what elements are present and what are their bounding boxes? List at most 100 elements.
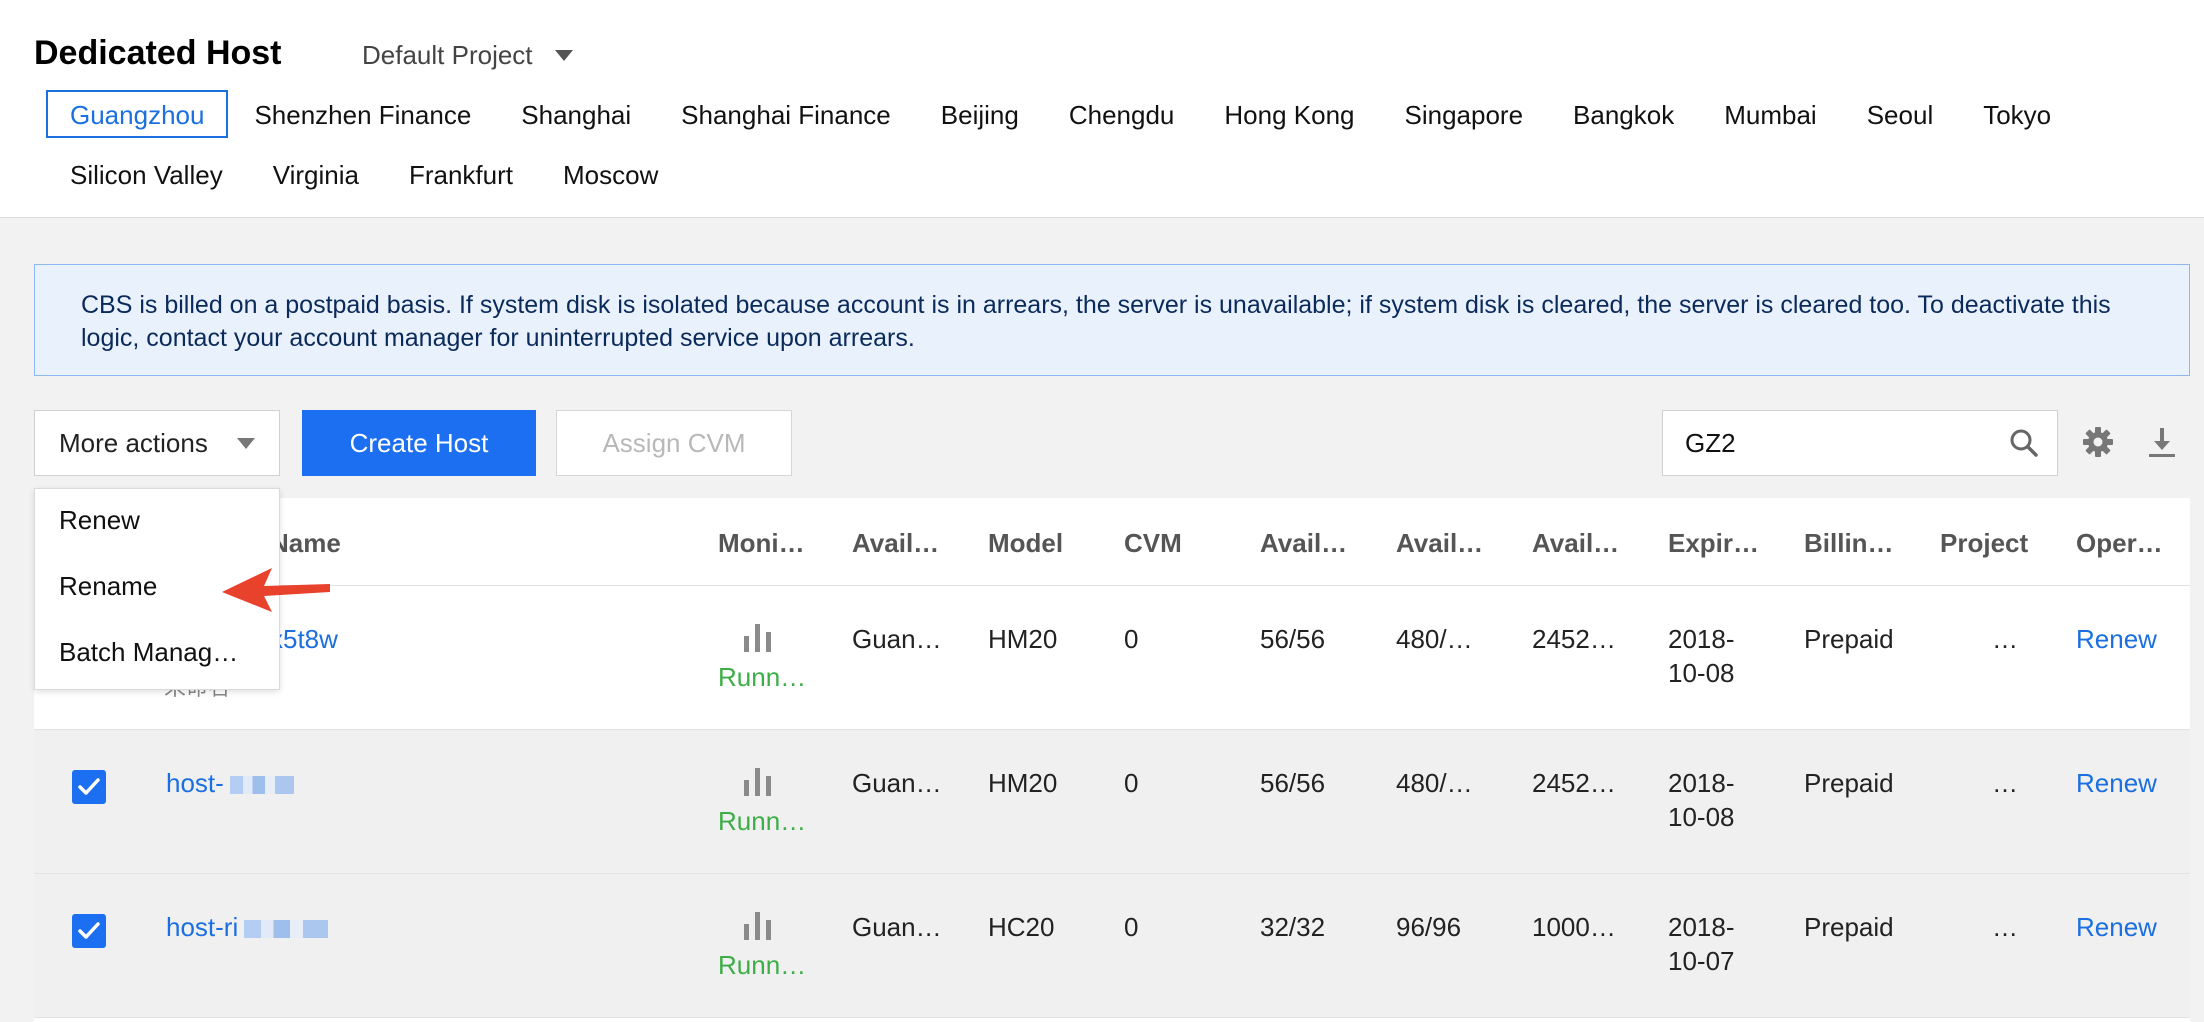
expiry-date-part-1: 2018- <box>1668 912 1735 942</box>
table-row: host-ri Runn… Guan… HC20 0 32/32 96/96 1… <box>34 874 2190 1018</box>
host-name-link[interactable]: host- <box>166 766 294 800</box>
availability-zone-cell: Guan… <box>852 768 942 798</box>
column-header-available-cpu[interactable]: Avail… <box>1260 528 1348 558</box>
menu-item-batch-manage[interactable]: Batch Manag… <box>59 637 239 667</box>
region-tab-chengdu[interactable]: Chengdu <box>1068 100 1175 130</box>
info-banner: CBS is billed on a postpaid basis. If sy… <box>34 264 2190 376</box>
region-tab-seoul[interactable]: Seoul <box>1866 100 1934 130</box>
page-header: Dedicated Host Default Project Guangzhou… <box>0 0 2204 218</box>
project-cell: … <box>1992 768 2018 798</box>
chevron-down-icon <box>554 50 573 61</box>
host-name-text: host-ri <box>166 912 239 942</box>
column-header-billing[interactable]: Billin… <box>1804 528 1894 558</box>
available-memory-cell: 480/… <box>1396 624 1473 654</box>
create-host-button[interactable]: Create Host <box>302 410 536 476</box>
table-header: Name Moni… Avail… Model CVM Avail… Avail… <box>34 498 2190 586</box>
region-tab-frankfurt[interactable]: Frankfurt <box>408 160 513 190</box>
redacted-text <box>244 920 329 939</box>
search-input[interactable]: GZ2 <box>1662 410 2058 476</box>
expiry-date-part-2: 10-08 <box>1668 658 1735 688</box>
table-row: host- Runn… Guan… HM20 0 56/56 480/… 245… <box>34 730 2190 874</box>
region-tab-shanghai[interactable]: Shanghai <box>521 100 632 130</box>
bar-chart-icon[interactable] <box>742 766 774 796</box>
available-cpu-cell: 56/56 <box>1260 624 1326 654</box>
status-badge: Runn… <box>718 806 807 836</box>
region-tab-moscow[interactable]: Moscow <box>562 160 659 190</box>
host-name-link[interactable]: host-ri <box>166 910 329 944</box>
download-icon[interactable] <box>2144 424 2180 460</box>
expiry-cell: 2018- 10-08 <box>1668 622 1735 690</box>
column-header-model[interactable]: Model <box>988 528 1064 558</box>
host-name-text: host- <box>166 768 224 798</box>
column-header-expiry[interactable]: Expir… <box>1668 528 1760 558</box>
available-disk-cell: 2452… <box>1532 624 1616 654</box>
column-header-project[interactable]: Project <box>1940 528 2029 558</box>
column-header-name[interactable]: Name <box>270 528 341 558</box>
search-icon[interactable] <box>2009 428 2039 458</box>
expiry-date-part-2: 10-08 <box>1668 802 1735 832</box>
region-tab-singapore[interactable]: Singapore <box>1404 100 1524 130</box>
region-tab-hong-kong[interactable]: Hong Kong <box>1224 100 1355 130</box>
row-checkbox[interactable] <box>72 914 106 948</box>
redacted-text <box>229 776 294 795</box>
available-cpu-cell: 56/56 <box>1260 768 1326 798</box>
host-name-link[interactable]: x5t8w <box>270 624 338 654</box>
region-tab-guangzhou[interactable]: Guangzhou <box>46 90 229 138</box>
billing-cell: Prepaid <box>1804 768 1894 798</box>
more-actions-label: More actions <box>59 427 208 458</box>
bar-chart-icon[interactable] <box>742 622 774 652</box>
expiry-date-part-2: 10-07 <box>1668 946 1735 976</box>
model-cell: HM20 <box>988 624 1058 654</box>
availability-zone-cell: Guan… <box>852 912 942 942</box>
column-header-availability-zone[interactable]: Avail… <box>852 528 940 558</box>
available-disk-cell: 2452… <box>1532 768 1616 798</box>
more-actions-dropdown[interactable]: More actions <box>34 410 280 476</box>
expiry-cell: 2018- 10-08 <box>1668 766 1735 834</box>
model-cell: HM20 <box>988 768 1058 798</box>
column-header-cvm[interactable]: CVM <box>1124 528 1182 558</box>
billing-cell: Prepaid <box>1804 912 1894 942</box>
renew-link[interactable]: Renew <box>2076 768 2157 798</box>
availability-zone-cell: Guan… <box>852 624 942 654</box>
expiry-date-part-1: 2018- <box>1668 768 1735 798</box>
region-tab-mumbai[interactable]: Mumbai <box>1724 100 1817 130</box>
checkmark-icon <box>78 778 100 795</box>
menu-item-rename[interactable]: Rename <box>59 571 158 601</box>
menu-item-renew[interactable]: Renew <box>59 505 140 535</box>
region-tab-shanghai-finance[interactable]: Shanghai Finance <box>681 100 891 130</box>
project-cell: … <box>1992 624 2018 654</box>
column-header-available-memory[interactable]: Avail… <box>1396 528 1484 558</box>
checkmark-icon <box>78 922 100 939</box>
available-memory-cell: 96/96 <box>1396 912 1462 942</box>
column-header-monitoring[interactable]: Moni… <box>718 528 805 558</box>
renew-link[interactable]: Renew <box>2076 912 2157 942</box>
model-cell: HC20 <box>988 912 1055 942</box>
region-tab-shenzhen-finance[interactable]: Shenzhen Finance <box>254 100 472 130</box>
gear-icon[interactable] <box>2080 424 2116 460</box>
project-selector[interactable]: Default Project <box>362 40 573 71</box>
bar-chart-icon[interactable] <box>742 910 774 940</box>
annotation-arrow-icon <box>222 568 330 612</box>
available-cpu-cell: 32/32 <box>1260 912 1326 942</box>
row-checkbox[interactable] <box>72 770 106 804</box>
region-tabs-row-2: Silicon Valley Virginia Frankfurt Moscow <box>46 150 684 198</box>
renew-link[interactable]: Renew <box>2076 624 2157 654</box>
expiry-date-part-1: 2018- <box>1668 624 1735 654</box>
chevron-down-icon <box>237 437 255 449</box>
cvm-cell: 0 <box>1124 912 1139 942</box>
host-table: Name Moni… Avail… Model CVM Avail… Avail… <box>34 498 2190 1022</box>
cvm-cell: 0 <box>1124 768 1139 798</box>
expiry-cell: 2018- 10-07 <box>1668 910 1735 978</box>
column-header-operation[interactable]: Oper… <box>2076 528 2163 558</box>
available-disk-cell: 1000… <box>1532 912 1616 942</box>
region-tab-beijing[interactable]: Beijing <box>940 100 1019 130</box>
assign-cvm-button[interactable]: Assign CVM <box>556 410 792 476</box>
region-tab-silicon-valley[interactable]: Silicon Valley <box>70 160 223 190</box>
status-badge: Runn… <box>718 662 807 692</box>
status-badge: Runn… <box>718 950 807 980</box>
region-tab-virginia[interactable]: Virginia <box>272 160 359 190</box>
region-tab-tokyo[interactable]: Tokyo <box>1983 100 2052 130</box>
region-tab-bangkok[interactable]: Bangkok <box>1573 100 1675 130</box>
billing-cell: Prepaid <box>1804 624 1894 654</box>
column-header-available-disk[interactable]: Avail… <box>1532 528 1620 558</box>
